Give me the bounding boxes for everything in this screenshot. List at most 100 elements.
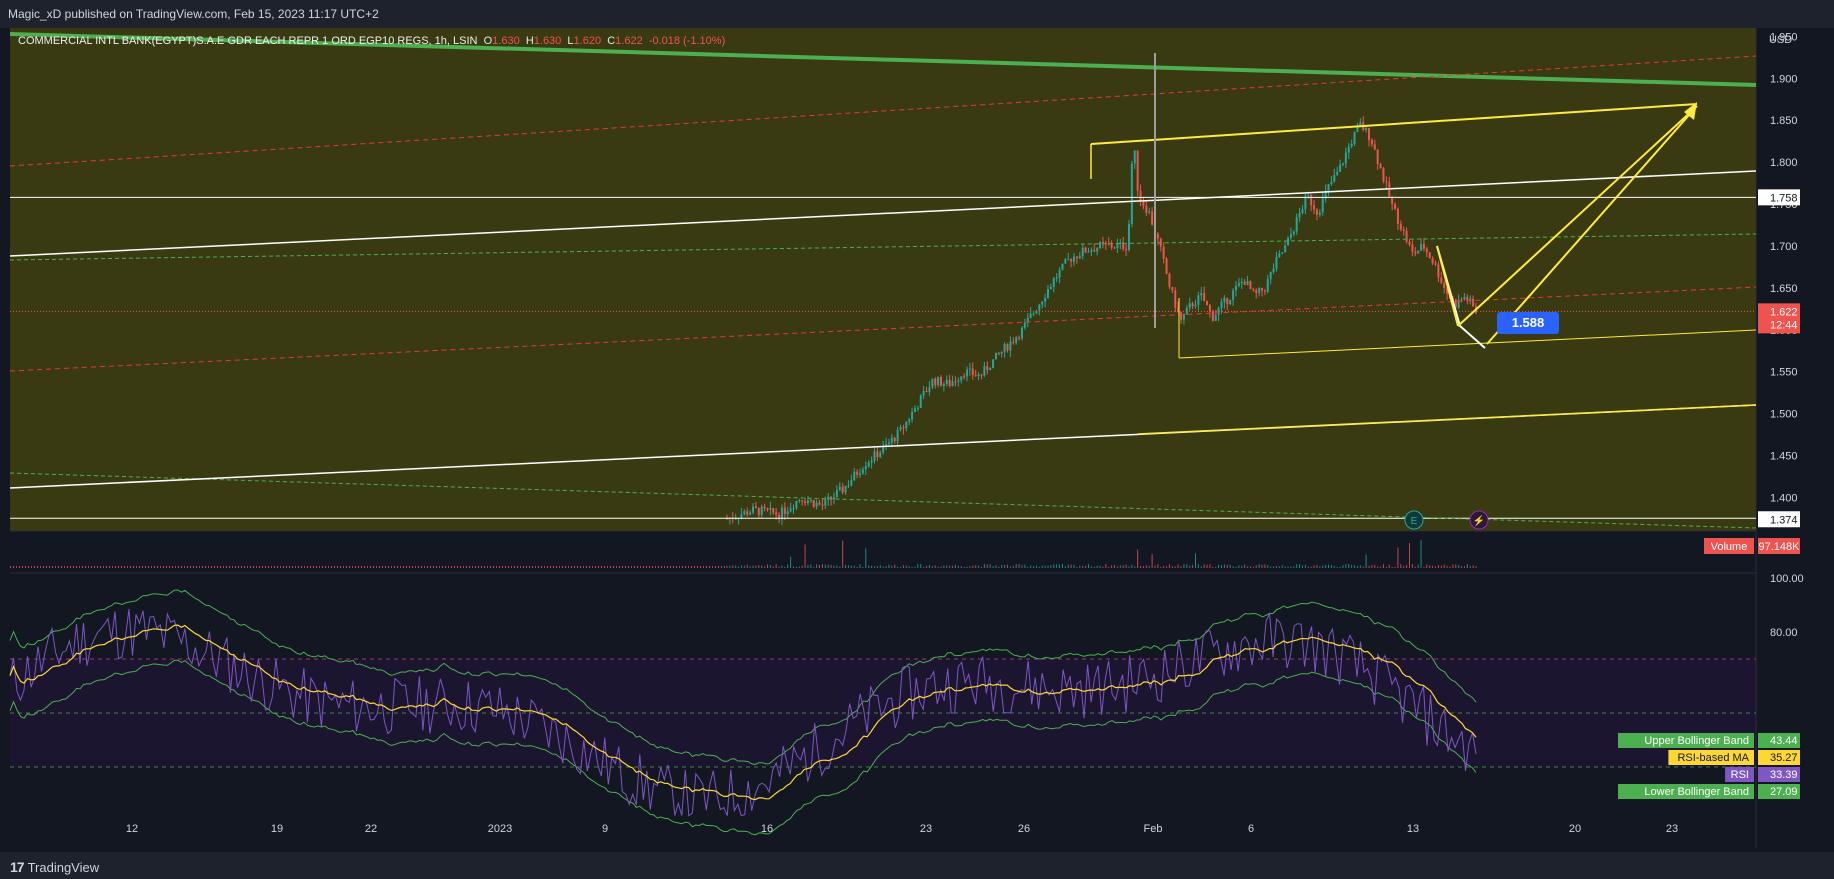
volume-bar xyxy=(298,566,299,568)
volume-bar xyxy=(1128,566,1130,568)
rsi-series-badge xyxy=(1668,750,1754,765)
volume-bar xyxy=(813,566,815,568)
candle-body xyxy=(1350,144,1353,147)
volume-bar xyxy=(905,565,907,568)
candle-body xyxy=(1339,164,1342,172)
volume-value: 97.148K xyxy=(1759,541,1801,553)
volume-bar xyxy=(1007,564,1009,568)
volume-bar xyxy=(983,564,985,568)
volume-bar xyxy=(553,566,554,568)
volume-bar xyxy=(262,566,263,568)
volume-bar xyxy=(937,566,939,568)
volume-bar xyxy=(391,566,392,568)
volume-bar xyxy=(752,565,754,568)
volume-bar xyxy=(1218,564,1220,568)
volume-bar xyxy=(810,564,812,568)
volume-bar xyxy=(980,566,982,568)
volume-bar xyxy=(766,564,768,568)
volume-bar xyxy=(1079,565,1081,568)
volume-bar xyxy=(1122,565,1124,568)
volume-bar xyxy=(1475,566,1477,568)
volume-bar xyxy=(601,566,602,568)
volume-bar xyxy=(694,566,695,568)
candle-body xyxy=(786,511,789,514)
candle-body xyxy=(1000,351,1003,354)
volume-bar xyxy=(1365,554,1367,568)
volume-bar xyxy=(735,565,737,568)
candle-body xyxy=(1191,303,1194,307)
candle-body xyxy=(1203,293,1206,302)
close-label: C xyxy=(607,35,616,47)
volume-bar xyxy=(580,566,581,568)
volume-bar xyxy=(1012,565,1014,568)
volume-bar xyxy=(946,565,948,568)
candle-body xyxy=(847,485,850,487)
volume-bar xyxy=(758,565,760,568)
volume-bar xyxy=(865,548,867,568)
volume-bar xyxy=(1226,564,1228,568)
volume-bar xyxy=(1041,565,1043,568)
red-dashed-channel-mid xyxy=(9,286,1757,372)
candle-body xyxy=(1356,125,1359,132)
low-label: L xyxy=(567,35,574,47)
volume-bar xyxy=(1380,566,1382,568)
chart-area[interactable]: Volume 97.148K 1.588 E ⚡ 1.950 1.900 1.850 1.800… xyxy=(0,28,1834,852)
volume-bar xyxy=(969,566,971,568)
volume-bar xyxy=(1374,564,1376,568)
candle-body xyxy=(937,377,940,386)
volume-bar xyxy=(1435,566,1437,568)
volume-bar xyxy=(127,566,128,568)
volume-bar xyxy=(64,566,65,568)
candle-body xyxy=(838,486,841,491)
candle-body xyxy=(833,497,835,500)
volume-bar xyxy=(724,566,725,568)
candle-body xyxy=(1058,269,1061,278)
volume-bar xyxy=(139,566,140,568)
candle-body xyxy=(772,508,775,513)
volume-bar xyxy=(1342,565,1344,568)
volume-bar xyxy=(364,566,365,568)
candle-body xyxy=(1252,288,1255,291)
candle-body xyxy=(971,368,974,376)
volume-bar xyxy=(367,566,368,568)
volume-bar xyxy=(55,566,56,568)
price-level-badge xyxy=(1758,189,1800,206)
candle-body xyxy=(1015,337,1018,343)
volume-bar xyxy=(1267,565,1269,568)
volume-bar xyxy=(1044,565,1046,568)
volume-bar xyxy=(193,566,194,568)
candle-body xyxy=(1255,290,1258,294)
rsi-series-value: 33.39 xyxy=(1770,769,1798,781)
volume-bar xyxy=(1461,566,1463,568)
volume-bar xyxy=(325,566,326,568)
yellow-support-line xyxy=(1178,329,1757,359)
candle-body xyxy=(726,518,728,520)
candle-body xyxy=(763,506,766,509)
volume-bar xyxy=(598,566,599,568)
candle-body xyxy=(1119,242,1122,244)
time-tick-label: 26 xyxy=(1018,823,1030,835)
volume-bar xyxy=(226,566,227,568)
volume-bar xyxy=(824,564,826,568)
volume-bar xyxy=(1087,564,1089,568)
volume-bar xyxy=(1432,565,1434,568)
candle-body xyxy=(887,442,890,445)
volume-bar xyxy=(1275,565,1277,568)
volume-bar xyxy=(1102,566,1104,568)
tradingview-logo[interactable]: 17 TradingView xyxy=(10,859,99,875)
volume-bar xyxy=(726,565,728,568)
volume-bar xyxy=(499,566,500,568)
candle-body xyxy=(1006,344,1009,351)
volume-bar xyxy=(821,564,823,568)
volume-bar xyxy=(1339,566,1341,568)
volume-bar xyxy=(118,566,119,568)
volume-bar xyxy=(352,566,353,568)
volume-bar xyxy=(1145,565,1147,568)
candle-body xyxy=(928,387,931,392)
dividend-icon-glyph: ⚡ xyxy=(1473,514,1485,527)
volume-bar xyxy=(1362,566,1364,568)
rsi-series-name: Upper Bollinger Band xyxy=(1644,735,1749,747)
volume-bar xyxy=(385,566,386,568)
volume-bar xyxy=(10,566,11,568)
symbol-name[interactable]: COMMERCIAL INTL BANK(EGYPT)S.A.E GDR EAC… xyxy=(18,35,478,47)
